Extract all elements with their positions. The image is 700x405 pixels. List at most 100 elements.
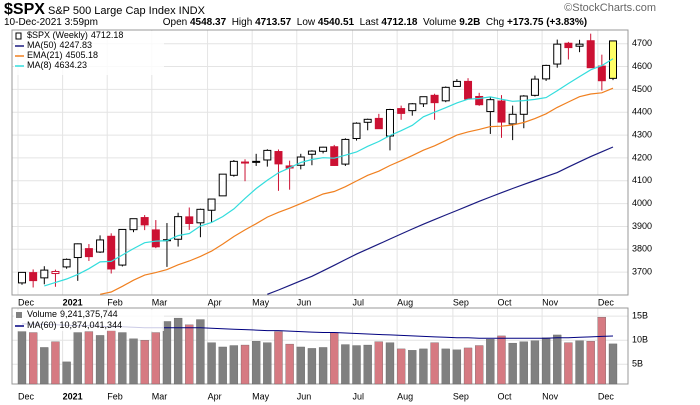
y-tick-label: 4200 [632,152,652,162]
candle-body [129,218,138,231]
quote-high-label: High [231,17,253,28]
candle-body [140,217,149,226]
legend-value: 9,241,375,744 [60,309,118,319]
x-tick-label: Oct [497,391,512,401]
y-tick-label: 3700 [632,267,652,277]
x-tick-label: Apr [208,297,222,307]
y-tick-label: 4600 [632,61,652,71]
legend-label: MA(50) 4247.83 [27,40,92,50]
y-tick-label: 4400 [632,107,652,117]
candle-body [609,40,617,79]
candle-body [274,151,283,165]
candle-body [185,216,194,224]
candle-body [196,208,205,224]
volume-bar [140,340,149,385]
candle-body [519,95,528,115]
candle-body [564,42,573,49]
volume-bar [475,345,484,385]
x-tick-label: Feb [107,297,123,307]
x-tick-label: Dec [598,391,615,401]
candle-body [207,198,216,211]
candle-body [330,146,339,166]
candle-body [107,235,116,270]
x-tick-label: 2021 [63,297,83,307]
marks: 3700 3800 3900 4000 4100 4200 4300 4400 4500 4600… [14,30,652,401]
volume-bar [430,342,439,385]
volume-bar [486,339,495,385]
candle-body [96,239,105,253]
subtitle: S&P 500 Large Cap Index [47,5,176,17]
legend-label: $SPX (Weekly) 4712.18 [27,30,123,40]
x-tick-label: Apr [208,391,222,401]
quote-low-label: Low [296,17,316,28]
candle-body [118,228,127,266]
quote-volume-label: Volume [423,17,457,28]
candle-body [62,258,71,268]
legend-label: MA(60) 10,874,041,344 [27,320,122,330]
candle-body [51,270,60,275]
volume-bar [597,316,606,385]
header-title-row: $SPX S&P 500 Large Cap Index INDX [4,1,205,19]
x-tick-label: Jun [297,297,312,307]
quote-last: 4712.18 [381,17,418,28]
candle-body [341,138,350,165]
volume-bar [564,342,573,385]
credit: ©StockCharts.com [564,2,656,14]
volume-bar [274,331,283,385]
candle-body [475,95,484,106]
x-tick-label: Aug [397,391,413,401]
x-tick-label: Mar [152,391,168,401]
volume-bar [40,347,49,385]
volume-bar [553,334,562,385]
volume-bar [586,341,595,385]
x-tick-label: Jun [297,391,312,401]
candle-body [430,94,439,104]
x-tick-label: Dec [598,297,615,307]
quote-change-label: Chg [485,17,505,28]
candle-body [508,113,517,125]
volume-bar [408,350,417,385]
candle-body [486,99,495,113]
candle-body [151,229,160,248]
volume-bar [575,340,584,385]
candle-body [263,149,272,161]
candle-body [307,150,316,155]
legend-value: 4505.18 [66,50,99,60]
volume-bar [229,345,239,385]
legend-swatch [16,312,22,318]
volume-bar [196,319,205,385]
volume-bar [307,348,317,385]
volume-bar [240,344,250,385]
volume-bar [463,347,473,385]
ma-line [99,87,614,295]
legend-label: MA(8) 4634.23 [27,60,87,70]
volume-bar [207,342,216,385]
y-tick-label: 3900 [632,221,652,231]
volume-bar [151,332,160,385]
candle-body [352,122,361,140]
volume-bar [396,348,406,385]
volume-bar [84,331,94,385]
volume-bar [385,342,395,385]
volume-bar [118,332,127,385]
volume-bar [129,338,138,385]
price-panel [11,29,629,296]
candle-body [40,269,49,279]
x-tick-label: Oct [497,297,512,307]
volume-bar [173,317,183,385]
quote-high: 4713.57 [255,17,292,28]
candle-body [441,86,450,102]
candle-body [408,103,417,112]
exchange: INDX [178,5,205,17]
ma-line [267,146,614,295]
candle-body [586,40,595,69]
y-tick-label: 15B [632,311,648,321]
volume-bar [419,348,428,385]
x-tick-label: Jul [353,297,365,307]
volume-bar [185,324,194,385]
volume-bar [374,341,383,385]
quote-last-label: Last [359,17,379,28]
legend-name: EMA(21) [27,50,63,60]
candle-body [229,160,238,176]
